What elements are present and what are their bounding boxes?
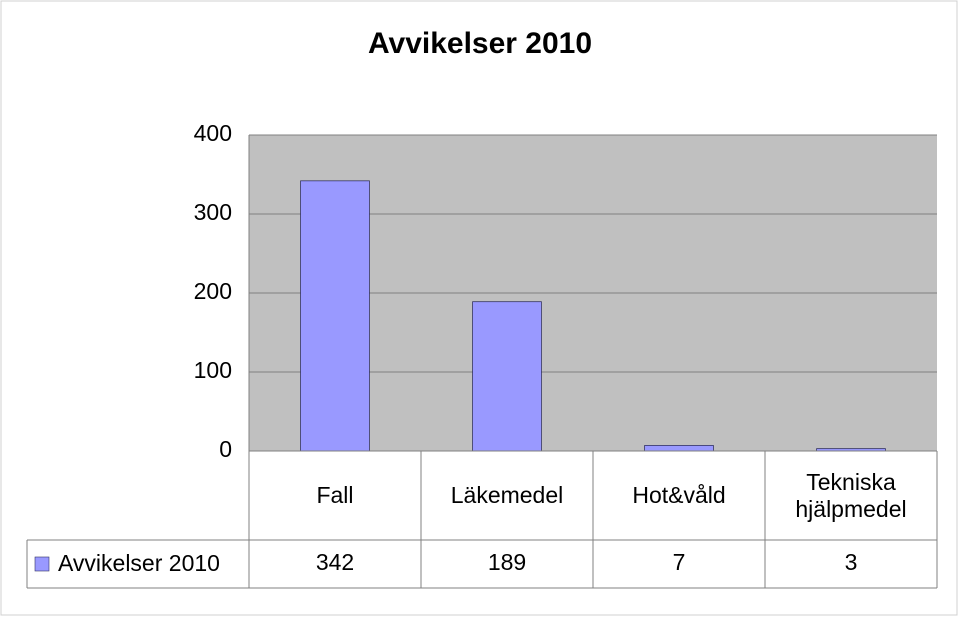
x-category-cell: Fall xyxy=(316,482,354,509)
legend-label: Avvikelser 2010 xyxy=(58,550,220,576)
y-tick-label: 0 xyxy=(219,436,232,462)
y-tick-label: 300 xyxy=(194,199,232,225)
data-table-value: 342 xyxy=(316,549,354,575)
x-category-cell: Tekniska hjälpmedel xyxy=(795,469,907,522)
bar xyxy=(300,180,370,452)
x-tick-label: Hot&våld xyxy=(632,482,726,509)
legend-key xyxy=(34,556,50,572)
x-tick-label: Tekniska hjälpmedel xyxy=(795,469,907,522)
y-tick-label: 400 xyxy=(194,120,232,146)
data-table-value: 7 xyxy=(673,549,686,575)
x-tick-label: Läkemedel xyxy=(450,482,564,509)
y-tick-label: 100 xyxy=(194,357,232,383)
data-table-value: 3 xyxy=(845,549,858,575)
x-category-cell: Läkemedel xyxy=(450,482,564,509)
chart-title: Avvikelser 2010 xyxy=(368,27,592,60)
bar xyxy=(472,301,542,452)
data-table-value: 189 xyxy=(488,549,526,575)
y-tick-label: 200 xyxy=(194,278,232,304)
x-tick-label: Fall xyxy=(316,482,354,509)
x-category-cell: Hot&våld xyxy=(632,482,726,509)
